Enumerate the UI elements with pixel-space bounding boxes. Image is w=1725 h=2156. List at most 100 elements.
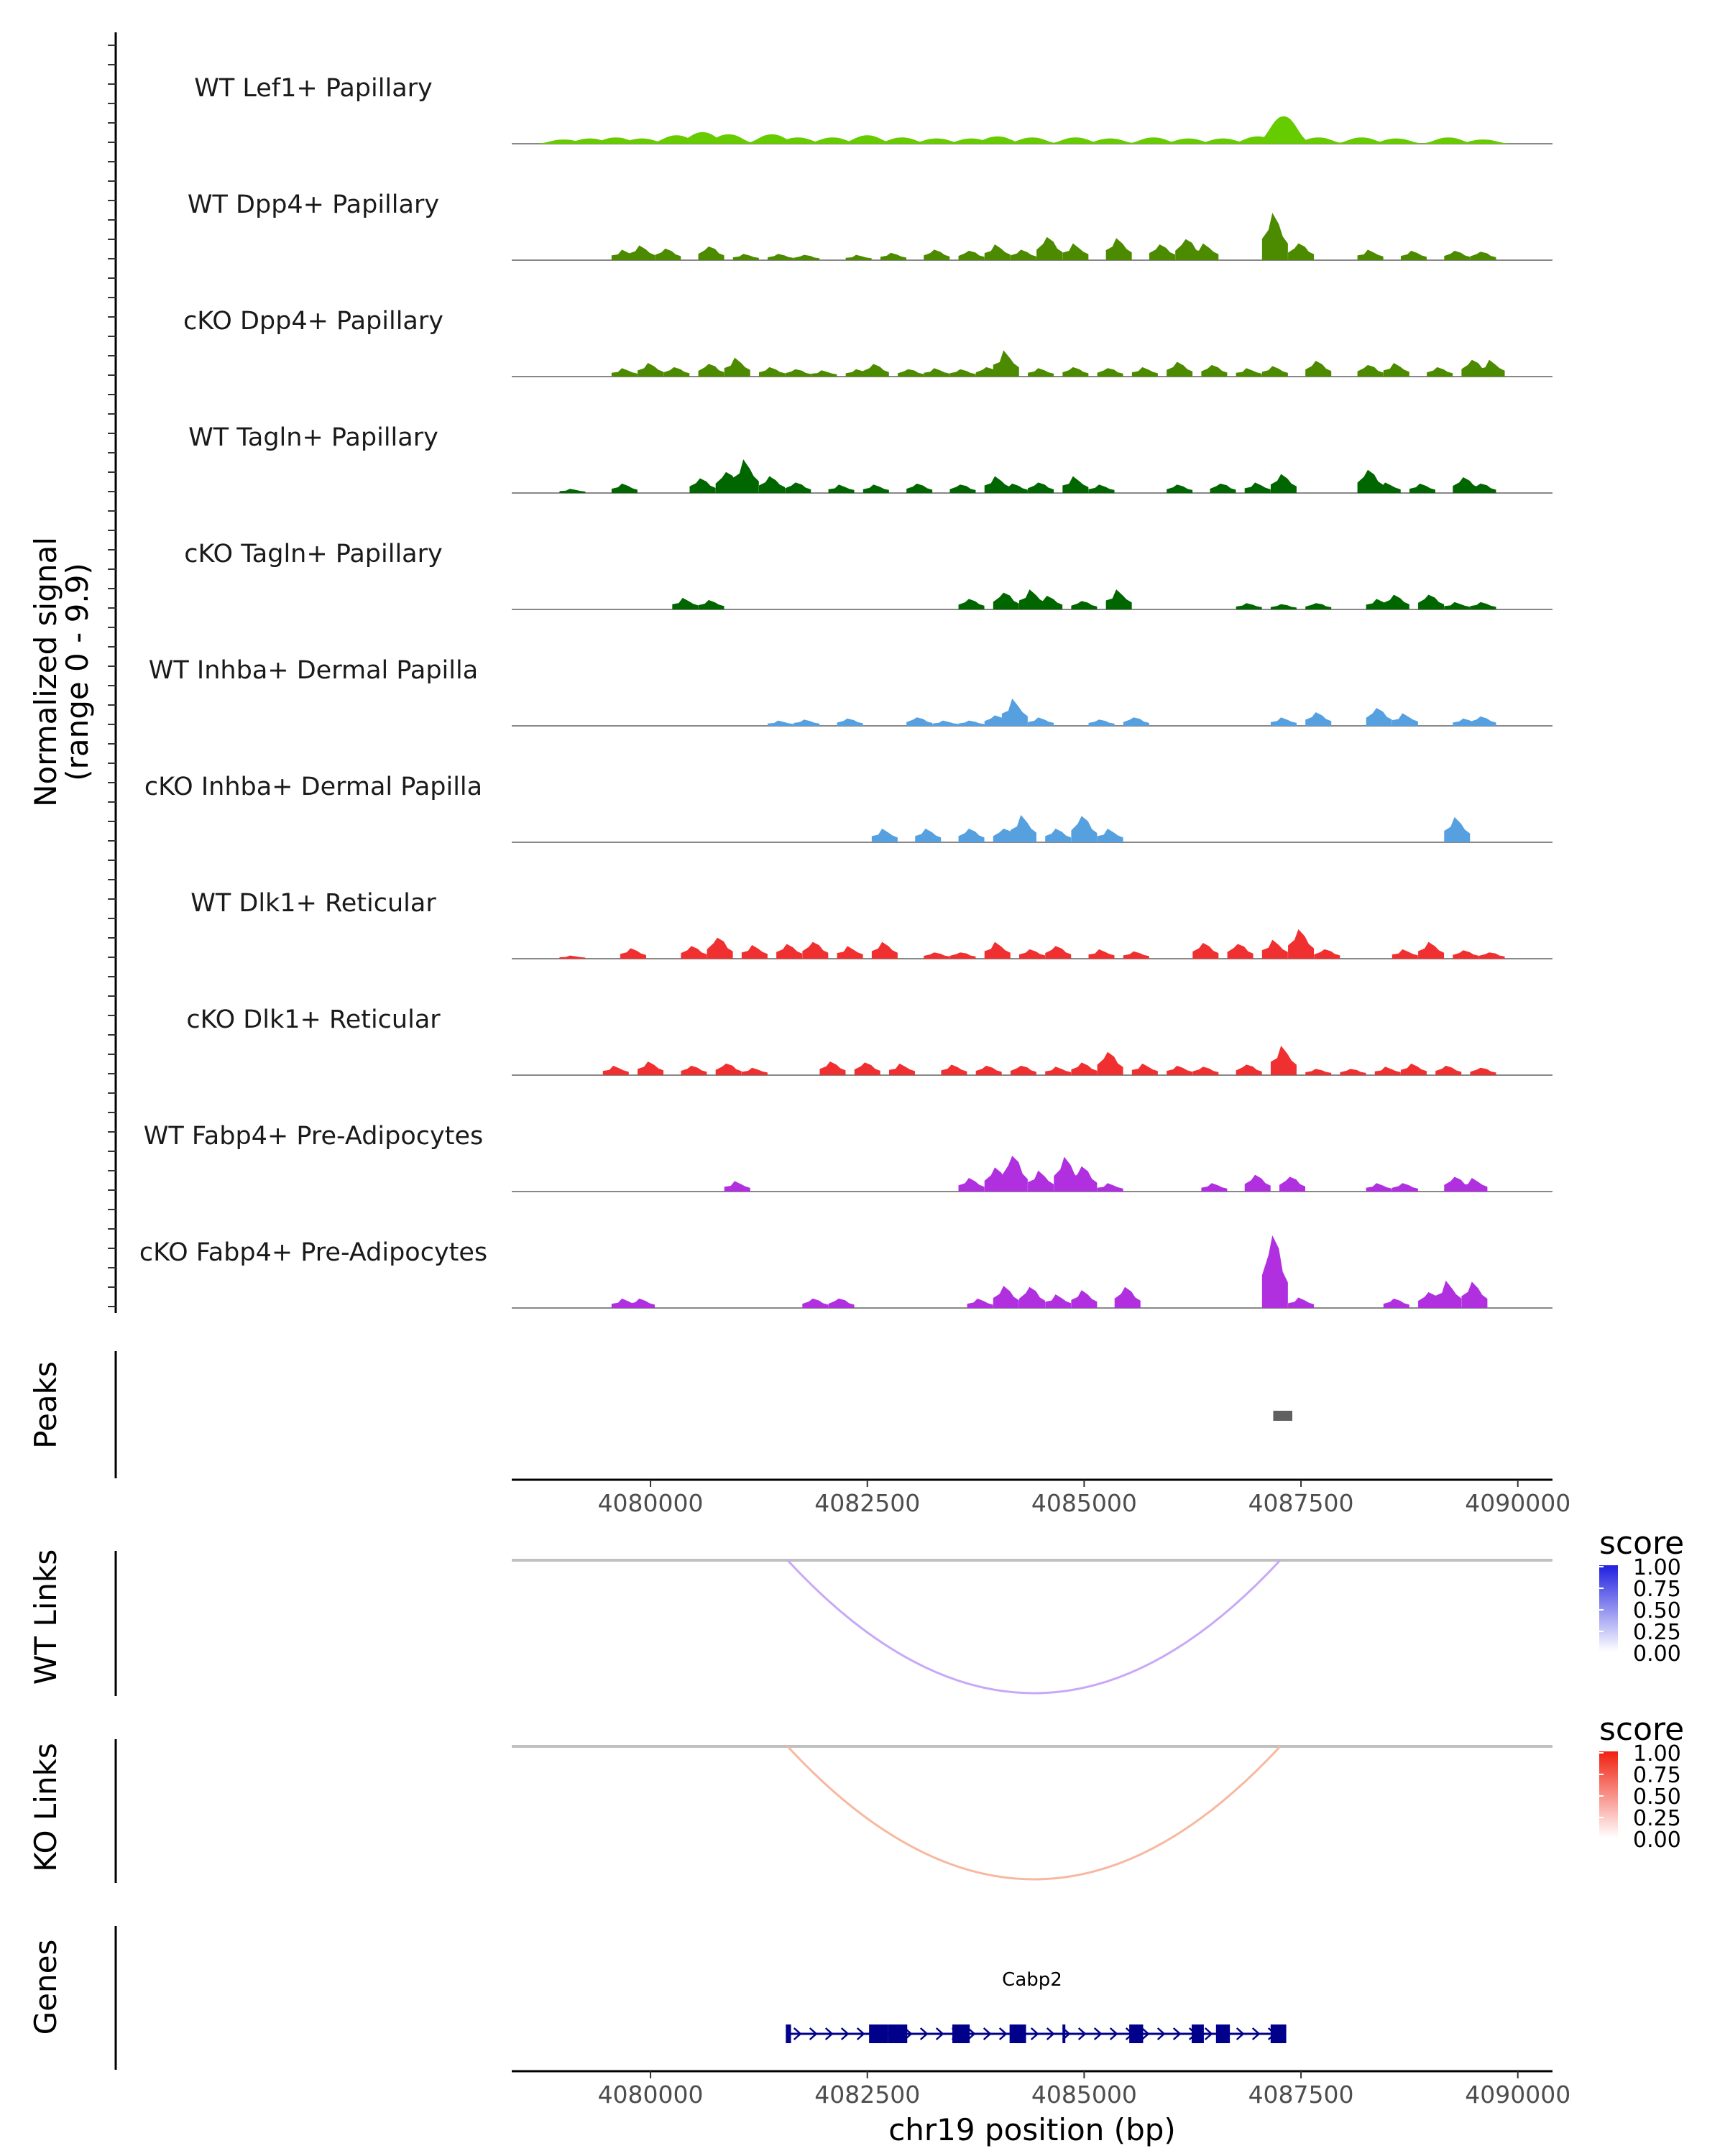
coverage-peak: [1461, 1281, 1488, 1308]
coverage-peak: [1400, 250, 1427, 260]
coverage-track: WT Lef1+ Papillary: [194, 74, 1552, 144]
coverage-peak: [1088, 484, 1115, 493]
gene-strand-arrow: [983, 2027, 992, 2040]
coverage-peak: [1105, 238, 1132, 260]
gene-exon: [1270, 2024, 1287, 2043]
legend-colorbar: [1599, 1565, 1618, 1651]
coverage-peak: [1028, 482, 1054, 493]
legend-tick-label: 0.50: [1633, 1784, 1681, 1810]
coverage-peak: [1270, 717, 1297, 726]
coverage-peak: [1236, 368, 1262, 377]
coverage-peak: [1470, 1067, 1496, 1075]
coverage-peak: [794, 719, 820, 726]
coverage-peak: [1036, 236, 1063, 260]
coverage-track: WT Dlk1+ Reticular: [190, 889, 1552, 959]
gene-strand-arrow: [967, 2027, 976, 2040]
coverage-peak: [993, 592, 1019, 609]
coverage-peak: [1028, 717, 1054, 726]
coverage-peak: [880, 252, 906, 260]
coverage-peak: [1261, 213, 1288, 260]
gene-exon: [888, 2024, 908, 2043]
coverage-peak: [741, 944, 768, 959]
coverage-peak: [958, 250, 985, 260]
legend-tick-label: 0.00: [1633, 1828, 1681, 1853]
gene-strand-arrow: [1093, 2027, 1103, 2040]
gene-strand-arrow: [793, 2027, 802, 2040]
coverage-peak: [958, 828, 985, 842]
coverage-peak: [1019, 1286, 1045, 1308]
coverage-peak: [698, 599, 724, 609]
coverage-peak: [924, 952, 950, 959]
gene-strand-arrow: [935, 2027, 944, 2040]
coverage-peak: [759, 476, 785, 493]
x-tick-label-top: 4090000: [1465, 1489, 1570, 1517]
coverage-track-label: WT Dlk1+ Reticular: [190, 889, 436, 918]
gene-strand-arrow: [1236, 2027, 1245, 2040]
coverage-track-label: WT Dpp4+ Papillary: [188, 190, 439, 219]
coverage-peak: [837, 718, 863, 726]
legend-tick-label: 1.00: [1633, 1555, 1681, 1580]
coverage-peak: [1114, 1286, 1141, 1308]
gene-name-label: Cabp2: [1002, 1969, 1062, 1991]
x-tick-label-top: 4087500: [1248, 1489, 1354, 1517]
coverage-peak: [1036, 595, 1063, 609]
coverage-peak: [1010, 1065, 1036, 1075]
coverage-peak: [870, 137, 934, 144]
coverage-peak: [1062, 243, 1089, 260]
coverage-peak: [1097, 368, 1123, 377]
coverage-peak: [924, 249, 950, 260]
coverage-peak: [1418, 594, 1445, 609]
coverage-peak: [1028, 368, 1054, 377]
coverage-peak: [1314, 949, 1340, 959]
coverage-peak: [1167, 484, 1193, 493]
coverage-peak: [1121, 137, 1185, 144]
coverage-peak: [698, 246, 724, 260]
gene-strand-arrow: [809, 2027, 818, 2040]
coverage-peak: [681, 946, 707, 959]
peaks-track-label: Peaks: [28, 1361, 63, 1449]
coverage-track: cKO Dpp4+ Papillary: [183, 307, 1552, 377]
coverage-peak: [1470, 483, 1496, 493]
coverage-peak: [1210, 483, 1236, 493]
gene-strand-arrow: [824, 2027, 834, 2040]
coverage-peak: [559, 955, 586, 959]
coverage-peak: [1071, 1166, 1098, 1192]
coverage-peak: [1374, 1067, 1401, 1075]
coverage-peak: [1244, 482, 1271, 493]
link-arc: [786, 1745, 1282, 1881]
coverage-peak: [1078, 138, 1142, 144]
coverage-track: cKO Dlk1+ Reticular: [186, 1005, 1552, 1076]
gene-exon: [786, 2024, 791, 2043]
coverage-peak: [1192, 943, 1219, 959]
coverage-peak: [776, 944, 803, 959]
coverage-peak: [1470, 252, 1496, 260]
coverage-peak: [741, 1067, 768, 1075]
coverage-peak: [984, 941, 1011, 959]
coverage-peak: [1201, 364, 1228, 377]
coverage-peak: [732, 459, 759, 493]
coverage-peak: [1261, 1235, 1288, 1308]
gene-strand-arrow: [1141, 2027, 1150, 2040]
x-tick-label-top: 4082500: [814, 1489, 920, 1517]
coverage-peak: [1123, 951, 1149, 959]
coverage-peak: [620, 948, 646, 959]
coverage-peak: [984, 244, 1011, 260]
coverage-peak: [1045, 828, 1072, 842]
coverage-track-label: WT Inhba+ Dermal Papilla: [149, 656, 478, 685]
coverage-peak: [1019, 949, 1045, 959]
coverage-peak: [949, 484, 976, 493]
coverage-peak: [1097, 1183, 1123, 1192]
gene-strand-arrow: [1030, 2027, 1039, 2040]
coverage-peak: [958, 1177, 985, 1192]
coverage-peak: [611, 368, 638, 377]
coverage-peak: [1392, 1183, 1418, 1192]
coverage-peak: [1357, 249, 1384, 260]
gene-strand-arrow: [919, 2027, 929, 2040]
legend-title: score: [1599, 1525, 1684, 1562]
coverage-track: WT Fabp4+ Pre-Adipocytes: [144, 1122, 1552, 1192]
coverage-peak: [1261, 939, 1288, 959]
wt-links-track-label: WT Links: [28, 1549, 63, 1685]
coverage-peak: [663, 367, 690, 377]
coverage-peak: [785, 369, 811, 377]
coverage-peak: [965, 136, 1029, 144]
